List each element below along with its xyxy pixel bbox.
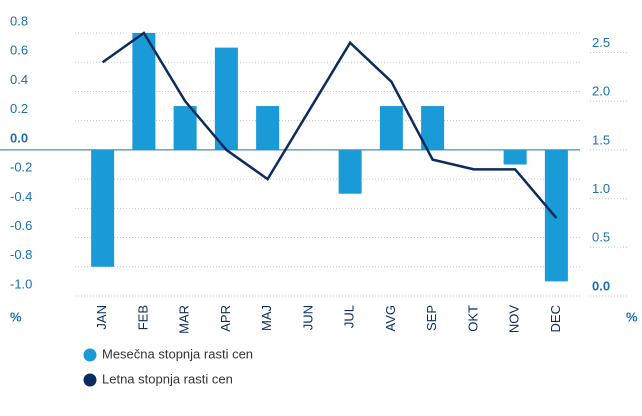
- y-tick-label: 0.4: [10, 72, 28, 87]
- y-tick-label: -0.6: [10, 218, 32, 233]
- x-tick-label: JUN: [300, 305, 315, 330]
- y2-tick-label: 2.5: [592, 35, 610, 50]
- y-axis-label: %: [10, 309, 22, 324]
- x-tick-label: NOV: [507, 305, 522, 334]
- legend-label: Letna stopnja rasti cen: [102, 371, 233, 386]
- bar: [338, 149, 362, 194]
- y-tick-label: -1.0: [10, 276, 32, 291]
- bar: [379, 106, 403, 150]
- legend-swatch: [83, 373, 97, 387]
- bar: [132, 33, 156, 150]
- y-tick-label: -0.2: [10, 160, 32, 175]
- y2-axis-label: %: [626, 309, 638, 324]
- y-tick-label: 0.8: [10, 13, 28, 28]
- y-tick-label: -0.4: [10, 189, 32, 204]
- bar: [256, 106, 280, 150]
- x-tick-label: APR: [218, 305, 233, 332]
- y2-tick-label: 0.0: [592, 278, 610, 293]
- line: [101, 31, 558, 219]
- y2-tick-label: 0.5: [592, 230, 610, 245]
- bar: [173, 106, 197, 150]
- bar: [421, 106, 445, 150]
- y-tick-label: 0.2: [10, 101, 28, 116]
- y-tick-label: -0.8: [10, 247, 32, 262]
- x-tick-label: MAJ: [259, 305, 274, 331]
- x-tick-label: JAN: [94, 305, 109, 330]
- bar: [544, 149, 568, 282]
- y2-tick-label: 1.0: [592, 181, 610, 196]
- x-tick-label: SEP: [424, 305, 439, 331]
- y2-tick-label: 1.5: [592, 132, 610, 147]
- x-tick-label: OKT: [465, 305, 480, 332]
- x-tick-label: MAR: [177, 305, 192, 334]
- x-tick-label: DEC: [548, 305, 563, 332]
- bar: [503, 149, 527, 165]
- legend-swatch: [83, 348, 97, 362]
- bar: [214, 47, 238, 150]
- x-tick-label: AVG: [383, 305, 398, 332]
- x-tick-label: FEB: [135, 305, 150, 330]
- y-tick-label: 0.6: [10, 43, 28, 58]
- y2-tick-label: 2.0: [592, 84, 610, 99]
- y-tick-label: 0.0: [10, 130, 28, 145]
- bar: [91, 149, 115, 267]
- legend-label: Mesečna stopnja rasti cen: [102, 346, 253, 361]
- x-tick-label: JUL: [342, 305, 357, 328]
